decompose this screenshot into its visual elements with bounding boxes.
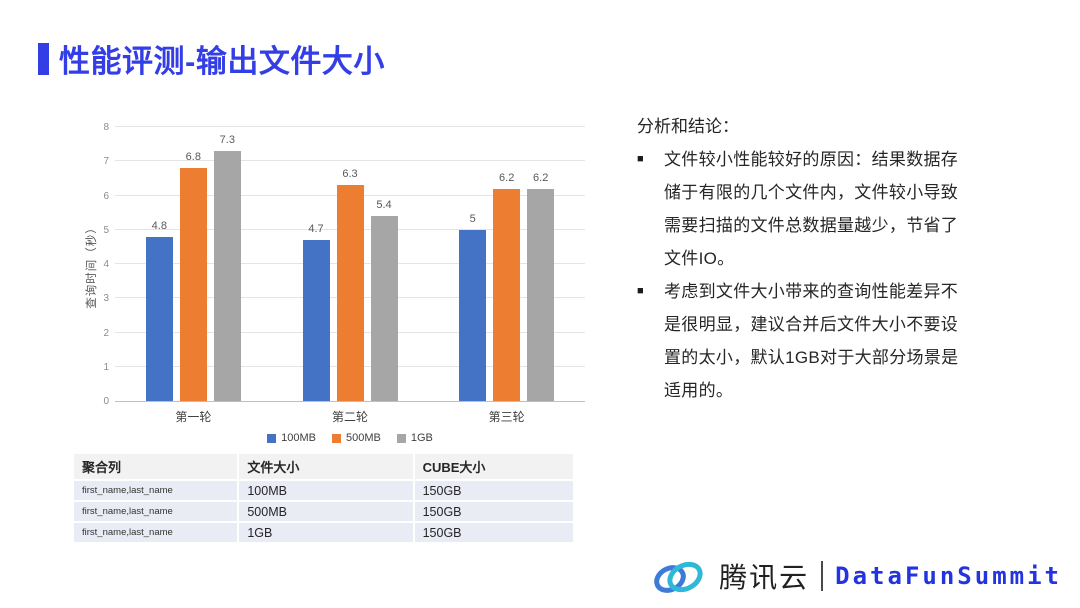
bar-value-label: 4.7 bbox=[308, 223, 324, 236]
x-category-label: 第三轮 bbox=[488, 410, 525, 424]
results-table: 聚合列 文件大小 CUBE大小 first_name,last_name 100MB 1… bbox=[72, 452, 575, 544]
analysis-heading: 分析和结论： bbox=[637, 117, 739, 136]
title-accent-bar bbox=[38, 42, 49, 75]
table-cell: first_name,last_name bbox=[74, 502, 238, 521]
y-tick-label: 6 bbox=[103, 190, 109, 202]
legend-label: 1GB bbox=[410, 432, 433, 444]
bar-500MB: 6.8 bbox=[179, 151, 207, 401]
bar-value-label: 5.4 bbox=[376, 199, 392, 212]
table-header-cell: 聚合列 bbox=[74, 454, 238, 479]
gridline bbox=[115, 160, 585, 162]
table-cell: 150GB bbox=[414, 502, 573, 521]
bar-group: 4.7 6.3 5.4 bbox=[272, 168, 429, 401]
x-category-label: 第二轮 bbox=[332, 410, 369, 424]
y-tick-label: 0 bbox=[103, 396, 109, 407]
bullet-text: 文件较小性能较好的原因：结果数据存储于有限的几个文件内，文件较小导致需要扫描的文… bbox=[664, 150, 959, 268]
table-row: first_name,last_name 500MB 150GB bbox=[74, 502, 573, 521]
bullet-item: ■ 文件较小性能较好的原因：结果数据存储于有限的几个文件内，文件较小导致需要扫描的… bbox=[637, 143, 977, 275]
slide-title-row: 性能评测-输出文件大小 bbox=[38, 36, 385, 81]
bar-value-label: 6.2 bbox=[499, 171, 515, 184]
bar-group: 4.8 6.8 7.3 bbox=[115, 134, 272, 401]
bar-group: 5 6.2 6.2 bbox=[428, 172, 585, 401]
chart-legend: 100MB 500MB 1GB bbox=[115, 432, 585, 444]
bar-100MB: 5 bbox=[459, 213, 487, 401]
table-header-cell: CUBE大小 bbox=[414, 454, 573, 479]
table-cell: 1GB bbox=[239, 523, 413, 542]
bar-value-label: 6.8 bbox=[185, 151, 201, 164]
table-cell: first_name,last_name bbox=[74, 523, 238, 542]
bar-1GB: 5.4 bbox=[370, 199, 398, 401]
y-tick-label: 2 bbox=[103, 327, 109, 339]
legend-swatch bbox=[331, 433, 341, 443]
table-cell: 100MB bbox=[239, 481, 413, 500]
analysis-bullets: ■ 文件较小性能较好的原因：结果数据存储于有限的几个文件内，文件较小导致需要扫描的… bbox=[637, 143, 977, 407]
y-tick-label: 4 bbox=[103, 259, 109, 270]
legend-item: 500MB bbox=[331, 432, 381, 444]
footer-brand: 腾讯云 DataFunSummit bbox=[651, 556, 1062, 596]
y-tick-label: 7 bbox=[103, 156, 109, 168]
bullet-text: 考虑到文件大小带来的查询性能差异不是很明显，建议合并后文件大小不要设置的太小，默… bbox=[664, 282, 959, 400]
plot-area: 0 1 2 3 4 5 6 7 8 4.8 6.8 7.3 4.7 6.3 5.4 5 6.2 6.2 bbox=[103, 122, 585, 407]
bar-500MB: 6.2 bbox=[493, 172, 521, 401]
legend-swatch bbox=[396, 433, 406, 443]
table-cell: 500MB bbox=[239, 502, 413, 521]
table-row: first_name,last_name 100MB 150GB bbox=[74, 481, 573, 500]
legend-item: 1GB bbox=[396, 432, 433, 444]
bar-100MB: 4.7 bbox=[302, 223, 330, 401]
legend-swatch bbox=[267, 433, 277, 443]
x-axis-labels: 第一轮 第二轮 第三轮 bbox=[115, 408, 585, 425]
bar-value-label: 5 bbox=[469, 212, 476, 225]
brand-tencent-cloud: 腾讯云 bbox=[719, 562, 810, 593]
table-cell: 150GB bbox=[414, 481, 573, 500]
table-header-row: 聚合列 文件大小 CUBE大小 bbox=[74, 454, 573, 479]
bar-100MB: 4.8 bbox=[145, 220, 173, 401]
brand-divider bbox=[821, 561, 824, 591]
bar-value-label: 6.2 bbox=[533, 171, 549, 184]
tencent-cloud-icon bbox=[654, 561, 703, 593]
bar-1GB: 6.2 bbox=[527, 172, 555, 401]
y-tick-label: 1 bbox=[103, 361, 109, 373]
bullet-item: ■ 考虑到文件大小带来的查询性能差异不是很明显，建议合并后文件大小不要设置的太小，… bbox=[637, 275, 977, 407]
table-body: first_name,last_name 100MB 150GB first_name… bbox=[74, 481, 573, 542]
bullet-icon: ■ bbox=[637, 285, 644, 297]
x-category-label: 第一轮 bbox=[175, 410, 212, 424]
gridline bbox=[115, 126, 585, 127]
brand-datafunsummit: DataFunSummit bbox=[835, 562, 1062, 590]
y-tick-label: 8 bbox=[103, 122, 109, 133]
bullet-icon: ■ bbox=[637, 153, 644, 165]
page-title: 性能评测-输出文件大小 bbox=[59, 44, 385, 79]
y-tick-label: 5 bbox=[103, 224, 109, 236]
legend-item: 100MB bbox=[267, 432, 316, 444]
table-header-cell: 文件大小 bbox=[239, 454, 413, 479]
bar-1GB: 7.3 bbox=[213, 134, 241, 401]
table-row: first_name,last_name 1GB 150GB bbox=[74, 523, 573, 542]
table-cell: first_name,last_name bbox=[74, 481, 238, 500]
bar-chart: 查询时间（秒） 0 1 2 3 4 5 6 7 8 4.8 6.8 7.3 4.7 6.3 5.4 5 6.2 6… bbox=[86, 116, 588, 452]
analysis-panel: 分析和结论： ■ 文件较小性能较好的原因：结果数据存储于有限的几个文件内，文件较小… bbox=[637, 110, 977, 407]
bar-value-label: 4.8 bbox=[151, 219, 167, 232]
table-cell: 150GB bbox=[414, 523, 573, 542]
bar-value-label: 6.3 bbox=[342, 168, 358, 181]
legend-label: 500MB bbox=[345, 432, 381, 444]
y-tick-label: 3 bbox=[103, 293, 109, 305]
bar-500MB: 6.3 bbox=[336, 168, 364, 401]
bar-value-label: 7.3 bbox=[219, 133, 235, 146]
legend-label: 100MB bbox=[281, 432, 316, 444]
bar-groups: 4.8 6.8 7.3 4.7 6.3 5.4 5 6.2 6.2 bbox=[115, 128, 585, 401]
